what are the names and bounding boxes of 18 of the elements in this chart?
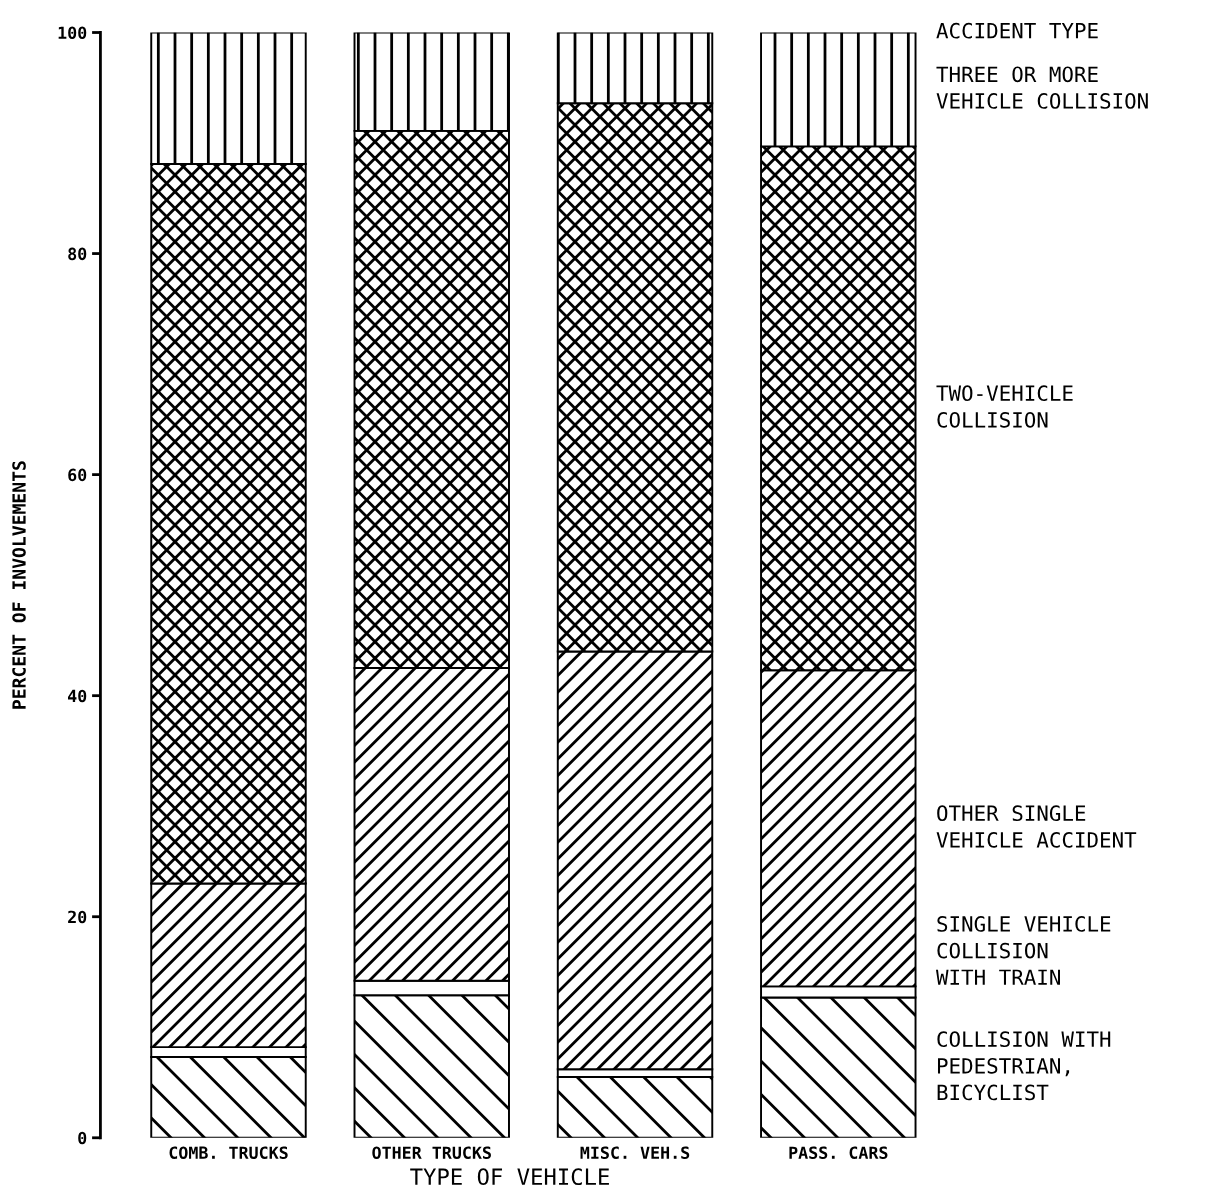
y-tick-label: 40: [68, 689, 87, 703]
legend-title: ACCIDENT TYPE: [936, 22, 1098, 39]
y-tick-label: 0: [78, 1131, 87, 1145]
y-tick-label: 80: [68, 247, 87, 261]
y-tick-label: 20: [68, 910, 87, 924]
x-tick-label: MISC. VEH.S: [580, 1146, 690, 1160]
x-tick-label: COMB. TRUCKS: [169, 1146, 288, 1160]
x-tick-label: PASS. CARS: [789, 1146, 888, 1160]
y-tick-label: 100: [58, 26, 87, 40]
x-axis-title: TYPE OF VEHICLE: [410, 1168, 609, 1186]
series-label: THREE OR MORE VEHICLE COLLISION: [936, 66, 1148, 109]
series-label: OTHER SINGLE VEHICLE ACCIDENT: [936, 805, 1137, 848]
series-label: TWO-VEHICLE COLLISION: [936, 385, 1073, 428]
y-axis-title: PERCENT OF INVOLVEMENTS: [12, 461, 26, 709]
series-label: SINGLE VEHICLE COLLISION WITH TRAIN: [935, 916, 1111, 985]
x-tick-label: OTHER TRUCKS: [372, 1146, 491, 1160]
series-label: COLLISION WITH PEDESTRIAN, BICYCLIST: [937, 1031, 1111, 1101]
y-tick-label: 60: [68, 468, 87, 482]
